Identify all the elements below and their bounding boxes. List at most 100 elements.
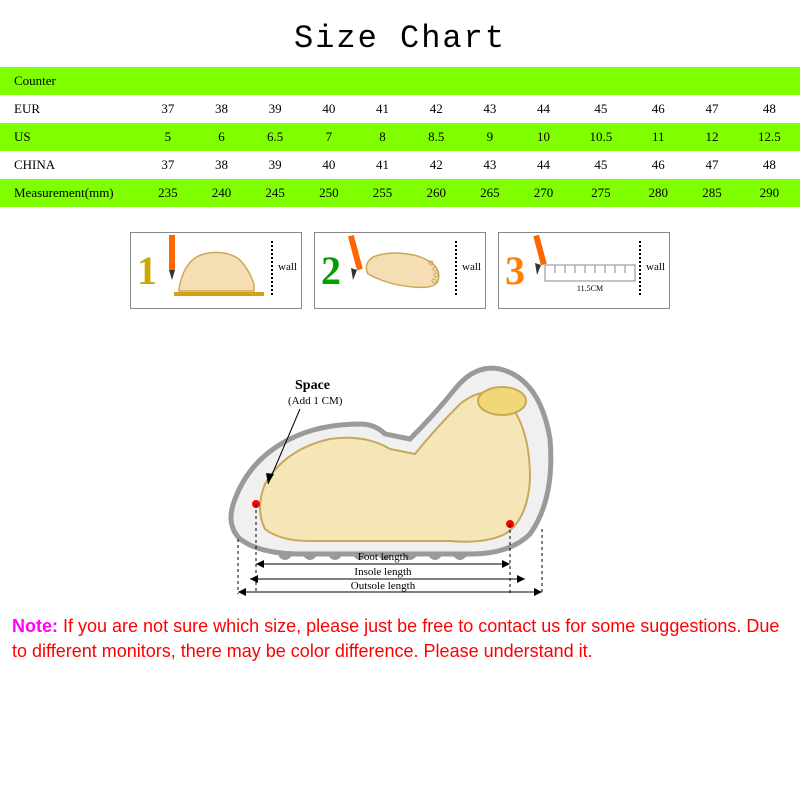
- size-cell: [570, 67, 631, 95]
- size-cell: 45: [570, 95, 631, 123]
- size-cell: 41: [356, 95, 410, 123]
- size-cell: [685, 67, 739, 95]
- size-cell: 43: [463, 95, 517, 123]
- size-cell: [195, 67, 249, 95]
- note-label: Note:: [12, 616, 58, 636]
- size-cell: [631, 67, 685, 95]
- size-cell: 275: [570, 179, 631, 207]
- table-row: Counter: [0, 67, 800, 95]
- wall-line: [455, 241, 457, 296]
- size-cell: 38: [195, 95, 249, 123]
- row-label: EUR: [0, 95, 141, 123]
- size-cell: 41: [356, 151, 410, 179]
- size-cell: [302, 67, 356, 95]
- note-block: Note: If you are not sure which size, pl…: [0, 614, 800, 674]
- table-row: US566.5788.591010.5111212.5: [0, 123, 800, 151]
- size-cell: 44: [517, 95, 571, 123]
- size-cell: 9: [463, 123, 517, 151]
- step-2: 2 wall: [314, 232, 486, 309]
- row-label: Counter: [0, 67, 141, 95]
- size-cell: 40: [302, 95, 356, 123]
- pencil-icon: [531, 235, 551, 285]
- size-cell: 37: [141, 151, 195, 179]
- wall-label: wall: [462, 261, 481, 273]
- size-cell: 8.5: [409, 123, 463, 151]
- size-cell: [141, 67, 195, 95]
- note-text: If you are not sure which size, please j…: [12, 616, 779, 661]
- size-cell: 260: [409, 179, 463, 207]
- shoe-diagram: Foot length Insole length Outsole length…: [0, 329, 800, 604]
- size-cell: [409, 67, 463, 95]
- size-cell: 280: [631, 179, 685, 207]
- size-cell: 37: [141, 95, 195, 123]
- step-1: 1 wall: [130, 232, 302, 309]
- size-cell: 7: [302, 123, 356, 151]
- space-label: Space: [295, 378, 330, 393]
- row-label: US: [0, 123, 141, 151]
- size-cell: 47: [685, 151, 739, 179]
- size-cell: 44: [517, 151, 571, 179]
- table-row: EUR373839404142434445464748: [0, 95, 800, 123]
- size-cell: 11: [631, 123, 685, 151]
- space-sub-label: (Add 1 CM): [288, 395, 343, 407]
- row-label: Measurement(mm): [0, 179, 141, 207]
- outsole-length-label: Outsole length: [351, 580, 416, 592]
- size-cell: [463, 67, 517, 95]
- size-cell: [248, 67, 302, 95]
- size-cell: 8: [356, 123, 410, 151]
- size-cell: 39: [248, 95, 302, 123]
- step-3: 3 11.5CM wall: [498, 232, 670, 309]
- foot-top-icon: [353, 239, 453, 299]
- size-cell: 10.5: [570, 123, 631, 151]
- pencil-icon: [347, 235, 367, 285]
- size-cell: 265: [463, 179, 517, 207]
- size-cell: 38: [195, 151, 249, 179]
- size-cell: 46: [631, 95, 685, 123]
- size-cell: 270: [517, 179, 571, 207]
- wall-label: wall: [646, 261, 665, 273]
- size-cell: 42: [409, 151, 463, 179]
- pencil-icon: [163, 235, 183, 285]
- size-cell: 255: [356, 179, 410, 207]
- size-cell: [739, 67, 800, 95]
- size-cell: 6: [195, 123, 249, 151]
- size-cell: [517, 67, 571, 95]
- size-cell: 45: [570, 151, 631, 179]
- size-cell: 290: [739, 179, 800, 207]
- wall-label: wall: [278, 261, 297, 273]
- table-row: Measurement(mm)2352402452502552602652702…: [0, 179, 800, 207]
- table-row: CHINA373839404142434445464748: [0, 151, 800, 179]
- size-cell: 39: [248, 151, 302, 179]
- row-label: CHINA: [0, 151, 141, 179]
- size-chart-table: CounterEUR373839404142434445464748US566.…: [0, 67, 800, 207]
- size-cell: 250: [302, 179, 356, 207]
- size-cell: [356, 67, 410, 95]
- size-cell: 10: [517, 123, 571, 151]
- step-number: 2: [321, 247, 349, 294]
- size-cell: 5: [141, 123, 195, 151]
- size-cell: 235: [141, 179, 195, 207]
- measurement-steps: 1 wall 2: [0, 232, 800, 309]
- ruler-icon: 11.5CM: [537, 239, 647, 299]
- size-cell: 6.5: [248, 123, 302, 151]
- wall-line: [271, 241, 273, 296]
- size-cell: 285: [685, 179, 739, 207]
- size-cell: 245: [248, 179, 302, 207]
- size-cell: 48: [739, 95, 800, 123]
- insole-length-label: Insole length: [354, 566, 412, 578]
- size-cell: 43: [463, 151, 517, 179]
- size-cell: 240: [195, 179, 249, 207]
- wall-line: [639, 241, 641, 296]
- size-cell: 40: [302, 151, 356, 179]
- size-cell: 47: [685, 95, 739, 123]
- foot-length-label: Foot length: [358, 551, 409, 563]
- size-cell: 42: [409, 95, 463, 123]
- ruler-label: 11.5CM: [577, 284, 603, 293]
- step-number: 3: [505, 247, 533, 294]
- size-cell: 46: [631, 151, 685, 179]
- page-title: Size Chart: [0, 0, 800, 67]
- size-cell: 12: [685, 123, 739, 151]
- step-number: 1: [137, 247, 165, 294]
- size-cell: 48: [739, 151, 800, 179]
- size-cell: 12.5: [739, 123, 800, 151]
